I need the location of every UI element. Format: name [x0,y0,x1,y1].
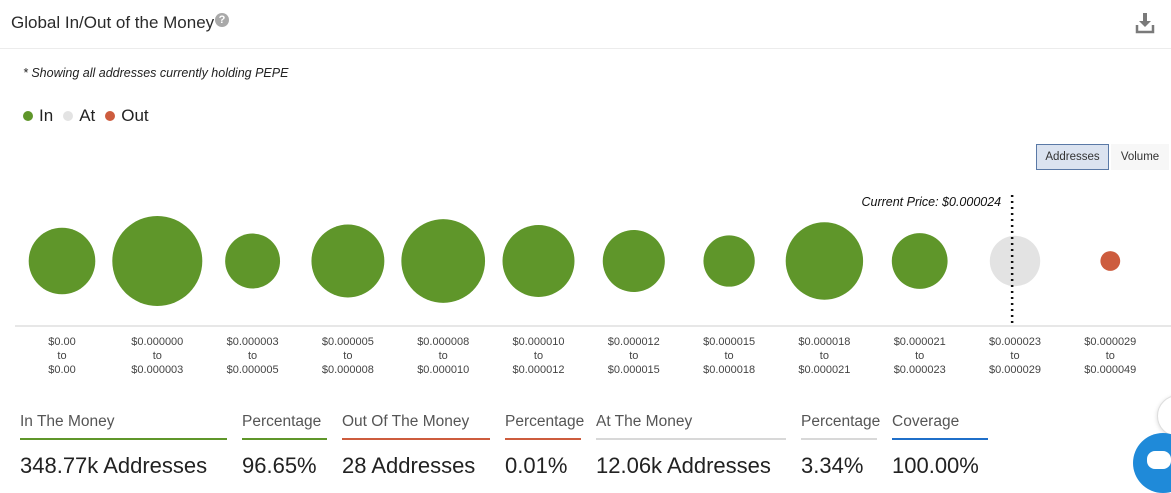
x-tick-label: $0.000015 [608,364,660,376]
x-tick-label: $0.000003 [131,364,183,376]
x-tick-label: $0.000021 [798,364,850,376]
legend-dot-out [105,111,116,121]
bubble-in[interactable] [703,235,755,287]
legend-label-in: In [39,106,54,125]
stat-underline [20,438,227,440]
legend-label-out: Out [121,106,149,125]
legend-label-at: At [79,106,96,125]
stat-underline [892,438,988,440]
bubble-in[interactable] [785,222,864,300]
x-tick-label: to [248,350,257,362]
stat-underline [342,438,490,440]
stat-underline [801,438,877,440]
stat-value: 0.01% [505,453,568,478]
x-tick-label: $0.000029 [989,364,1041,376]
current-price-label: Current Price: $0.000024 [861,195,1001,209]
x-tick-label: $0.000010 [417,364,469,376]
download-icon[interactable] [1135,12,1155,34]
stat-value: 3.34% [801,453,864,478]
x-tick-label: to [57,350,66,362]
stat-value: 348.77k Addresses [20,453,208,478]
panel-title: Global In/Out of the Money [11,13,215,32]
legend-dot-at [63,111,74,121]
x-tick-label: to [725,350,734,362]
x-tick-label: $0.000018 [703,364,755,376]
x-tick-label: $0.000008 [417,336,469,348]
x-tick-label: $0.000029 [1084,336,1136,348]
holders-note: * Showing all addresses currently holdin… [23,66,289,80]
x-tick-label: $0.000023 [989,336,1041,348]
x-tick-label: $0.000005 [322,336,374,348]
stat-label: At The Money [596,413,693,430]
stat-label: Out Of The Money [342,413,470,430]
stat-in-percentage: Percentage 96.65% [242,412,327,479]
legend-item-in[interactable]: In [23,106,53,126]
x-tick-label: $0.00 [48,336,76,348]
stat-in-the-money: In The Money 348.77k Addresses [20,412,227,479]
x-tick-label: $0.000005 [227,364,279,376]
stat-at-percentage: Percentage 3.34% [801,412,881,479]
stat-label: Percentage [242,413,322,430]
stat-label: Percentage [505,413,585,430]
x-tick-label: to [915,350,924,362]
stat-coverage: Coverage 100.00% [892,412,988,479]
x-tick-label: $0.000049 [1084,364,1136,376]
bubble-in[interactable] [225,233,281,289]
addresses-toggle-button[interactable]: Addresses [1036,144,1109,170]
bubble-at[interactable] [989,235,1041,287]
x-tick-label: $0.000018 [798,336,850,348]
x-tick-label: to [534,350,543,362]
x-tick-label: $0.000008 [322,364,374,376]
x-tick-label: $0.000021 [894,336,946,348]
x-tick-label: $0.000010 [513,336,565,348]
legend-item-out[interactable]: Out [105,106,149,126]
scroll-top-button[interactable] [1157,395,1171,437]
stat-label: Percentage [801,413,881,430]
bubble-out[interactable] [1100,251,1121,271]
x-tick-label: $0.000023 [894,364,946,376]
chat-bubble-icon[interactable] [1133,433,1171,493]
x-tick-label: to [1106,350,1115,362]
x-tick-label: $0.00 [48,364,76,376]
stat-underline [596,438,786,440]
x-tick-label: to [629,350,638,362]
chart-legend: In At Out [23,106,159,126]
bubble-in[interactable] [112,216,203,306]
bubble-in[interactable] [502,225,575,297]
stat-underline [242,438,327,440]
x-tick-label: to [439,350,448,362]
x-tick-label: to [153,350,162,362]
panel-header: Global In/Out of the Money ? [0,0,1171,49]
stat-at-the-money: At The Money 12.06k Addresses [596,412,786,479]
bubble-chart: $0.00 to $0.00 $0.000000 to $0.000003 $0.00000… [15,195,1171,376]
bubble-in[interactable] [401,219,486,303]
stat-underline [505,438,581,440]
x-tick-label: to [343,350,352,362]
x-tick-label: $0.000015 [703,336,755,348]
bubble-in[interactable] [28,227,96,295]
stat-out-percentage: Percentage 0.01% [505,412,585,479]
stat-value: 12.06k Addresses [596,453,771,478]
x-tick-label: $0.000000 [131,336,183,348]
bubble-in[interactable] [891,233,948,289]
question-mark-icon[interactable]: ? [215,13,229,27]
legend-item-at[interactable]: At [63,106,95,126]
volume-toggle-button[interactable]: Volume [1111,144,1169,170]
x-tick-label: $0.000012 [513,364,565,376]
x-tick-label: $0.000003 [227,336,279,348]
x-tick-label: to [820,350,829,362]
stat-out-of-the-money: Out Of The Money 28 Addresses [342,412,490,479]
stat-label: Coverage [892,413,960,430]
stat-label: In The Money [20,413,115,430]
bubble-in[interactable] [311,224,385,298]
stat-value: 96.65% [242,453,317,478]
stat-value: 28 Addresses [342,453,476,478]
stat-value: 100.00% [892,453,979,478]
legend-dot-in [23,111,33,121]
x-tick-label: $0.000012 [608,336,660,348]
x-tick-label: to [1010,350,1019,362]
bubble-in[interactable] [602,229,665,293]
